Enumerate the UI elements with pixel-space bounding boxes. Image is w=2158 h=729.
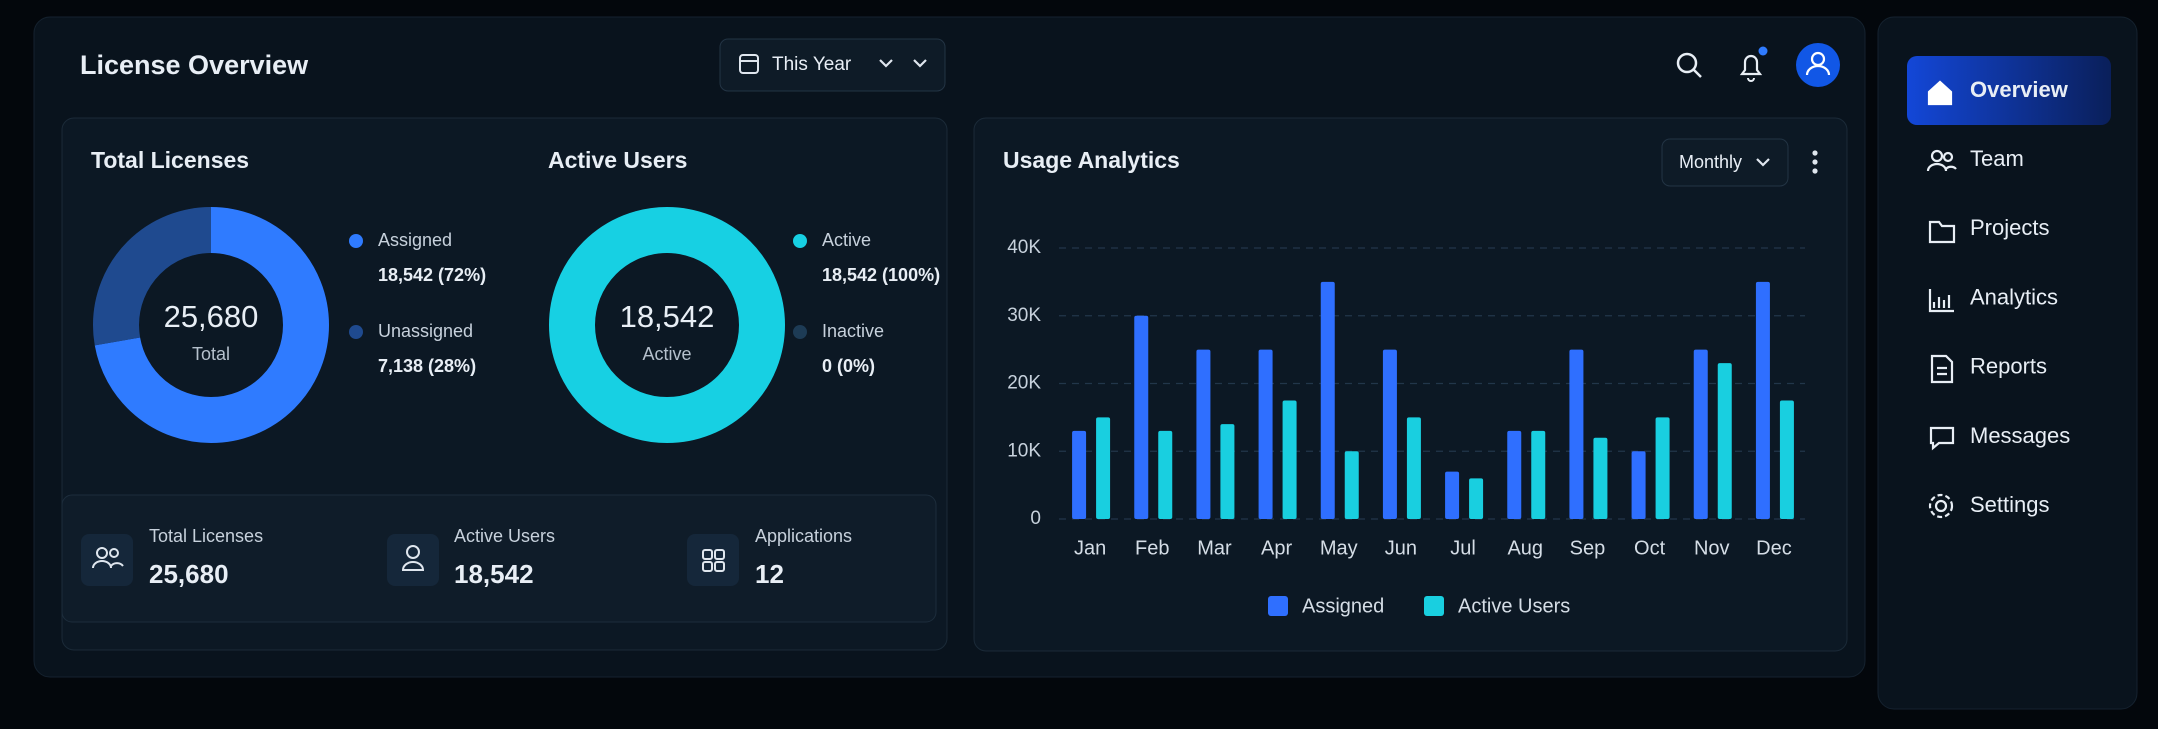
stat-label: Applications	[755, 526, 852, 546]
y-tick-label: 0	[1030, 508, 1041, 529]
legend-label: Assigned	[1302, 595, 1384, 617]
bar	[1158, 430, 1173, 519]
y-tick-label: 30K	[1007, 305, 1041, 326]
bar	[1282, 400, 1297, 519]
legend-value: 7,138 (28%)	[378, 356, 476, 376]
x-tick-label: Mar	[1197, 537, 1232, 559]
y-tick-label: 40K	[1007, 237, 1041, 258]
legend-swatch	[1268, 596, 1288, 616]
stat-icon	[687, 534, 739, 586]
period-label: Monthly	[1679, 152, 1742, 172]
stat-label: Total Licenses	[149, 526, 263, 546]
notifications-button[interactable]	[1739, 46, 1768, 82]
bar	[1531, 430, 1546, 519]
bar	[1382, 349, 1397, 519]
legend-dot	[793, 325, 807, 339]
x-tick-label: Jun	[1385, 537, 1417, 559]
y-tick-label: 10K	[1007, 440, 1041, 461]
x-tick-label: Sep	[1570, 537, 1606, 559]
card-title: Active Users	[548, 147, 687, 173]
x-tick-label: Jan	[1074, 537, 1106, 559]
nav-active-highlight	[1907, 56, 2111, 125]
bar	[1096, 417, 1111, 519]
x-tick-label: Apr	[1261, 537, 1292, 559]
donut-center-value: 25,680	[164, 299, 259, 334]
more-menu[interactable]	[1812, 150, 1818, 174]
bar	[1406, 417, 1421, 519]
nav-item[interactable]: Reports	[1970, 354, 2047, 379]
search-button[interactable]	[1676, 52, 1702, 78]
card-title: Usage Analytics	[1003, 147, 1180, 173]
x-tick-label: May	[1320, 537, 1358, 559]
nav-item[interactable]: Analytics	[1970, 284, 2058, 309]
bar	[1755, 281, 1770, 519]
user-avatar[interactable]	[1796, 43, 1840, 87]
stat-value: 25,680	[149, 559, 229, 589]
legend-value: 0 (0%)	[822, 356, 875, 376]
x-tick-label: Nov	[1694, 537, 1730, 559]
x-tick-label: Feb	[1135, 537, 1169, 559]
bar	[1469, 478, 1484, 519]
x-tick-label: Dec	[1756, 537, 1792, 559]
sidebar-panel	[1877, 16, 2138, 710]
legend-label: Assigned	[378, 230, 452, 250]
bar	[1320, 281, 1335, 519]
card-title: Total Licenses	[91, 147, 249, 173]
nav-item[interactable]: Overview	[1970, 77, 2069, 102]
bar	[1507, 430, 1522, 519]
date-filter-label: This Year	[772, 54, 852, 75]
donut-center-value: 18,542	[620, 299, 715, 334]
legend-value: 18,542 (72%)	[378, 265, 486, 285]
stat-icon	[387, 534, 439, 586]
period-dropdown[interactable]: Monthly	[1661, 138, 1789, 187]
bar	[1593, 437, 1608, 519]
legend-label: Active	[822, 230, 871, 250]
legend-swatch	[1424, 596, 1444, 616]
x-tick-label: Jul	[1450, 537, 1476, 559]
donut-center-label: Active	[642, 344, 691, 364]
stats-box	[61, 494, 937, 623]
bar	[1258, 349, 1273, 519]
analytics-card	[973, 117, 1848, 652]
x-tick-label: Aug	[1507, 537, 1543, 559]
y-tick-label: 20K	[1007, 373, 1041, 394]
nav-item[interactable]: Team	[1970, 146, 2024, 171]
bar	[1196, 349, 1211, 519]
legend-label: Inactive	[822, 321, 884, 341]
nav-item[interactable]: Messages	[1970, 423, 2070, 448]
stat-value: 18,542	[454, 559, 534, 589]
bar	[1072, 430, 1087, 519]
donut-segment	[93, 207, 329, 443]
bar	[1344, 451, 1359, 519]
legend-label: Active Users	[1458, 595, 1570, 617]
bar	[1631, 451, 1646, 519]
nav-icons	[1926, 80, 1957, 519]
bar	[1445, 471, 1460, 519]
bar	[1693, 349, 1708, 519]
bar	[1717, 363, 1732, 519]
bar	[1220, 424, 1235, 519]
bar	[1655, 417, 1670, 519]
donut-segment	[549, 207, 785, 443]
stat-icon	[81, 534, 133, 586]
donut-center-label: Total	[192, 344, 230, 364]
stat-value: 12	[755, 559, 784, 589]
legend-dot	[349, 325, 363, 339]
bar	[1779, 400, 1794, 519]
legend-value: 18,542 (100%)	[822, 265, 940, 285]
page-title: License Overview	[80, 50, 309, 80]
x-tick-label: Oct	[1634, 537, 1666, 559]
nav-item[interactable]: Settings	[1970, 492, 2050, 517]
legend-dot	[349, 234, 363, 248]
date-dropdown[interactable]: This Year	[719, 38, 946, 92]
stat-label: Active Users	[454, 526, 555, 546]
legend-dot	[793, 234, 807, 248]
bar	[1569, 349, 1584, 519]
bar	[1134, 315, 1149, 519]
legend-label: Unassigned	[378, 321, 473, 341]
nav-item[interactable]: Projects	[1970, 215, 2049, 240]
